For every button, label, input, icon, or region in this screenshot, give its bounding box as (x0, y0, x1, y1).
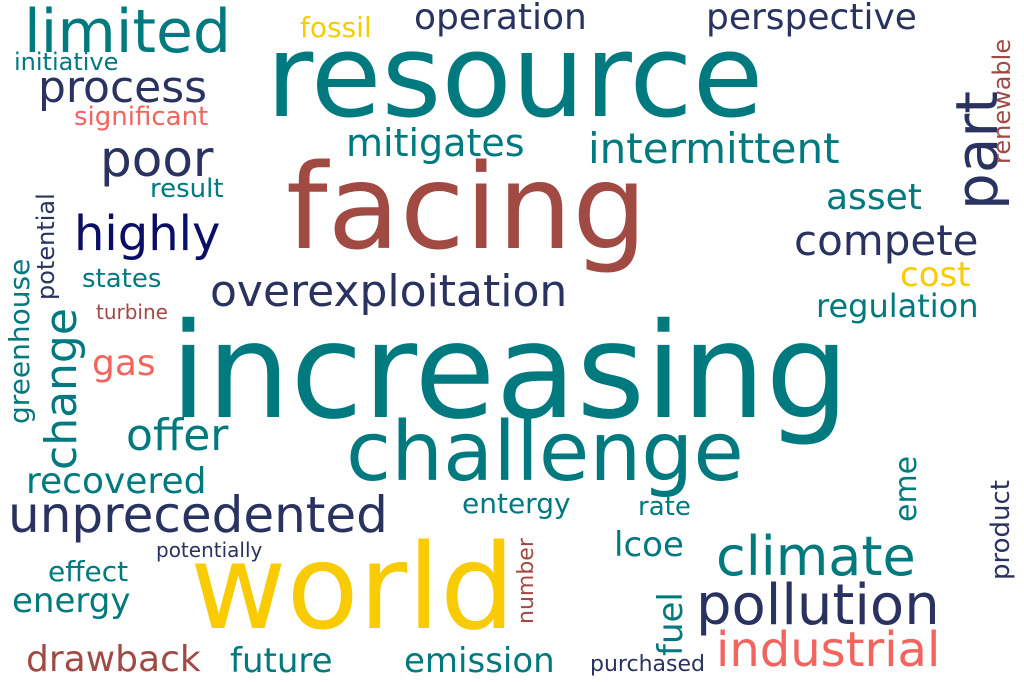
word-resource: resource (266, 10, 764, 144)
word-industrial: industrial (716, 622, 941, 678)
word-potential: potential (32, 193, 60, 300)
word-product: product (986, 479, 1016, 580)
word-initiative: initiative (14, 48, 119, 76)
word-offer: offer (126, 410, 229, 461)
word-overexploitation: overexploitation (210, 266, 568, 317)
word-eme: eme (889, 455, 924, 522)
word-lcoe: lcoe (614, 525, 684, 565)
word-cost: cost (900, 255, 971, 295)
word-facing: facing (286, 138, 648, 276)
word-rate: rate (638, 492, 691, 522)
word-asset: asset (826, 177, 922, 218)
word-pollution: pollution (696, 573, 940, 638)
word-compete: compete (794, 216, 979, 265)
word-fuel: fuel (651, 592, 691, 656)
word-states: states (82, 264, 162, 294)
word-purchased: purchased (590, 652, 705, 677)
word-regulation: regulation (816, 287, 979, 325)
word-emission: emission (404, 641, 555, 681)
word-drawback: drawback (26, 639, 201, 680)
word-highly: highly (74, 206, 221, 262)
word-energy: energy (12, 581, 131, 621)
word-process: process (38, 62, 208, 113)
word-significant: significant (74, 102, 209, 132)
word-limited: limited (24, 0, 231, 67)
word-unprecedented: unprecedented (8, 486, 388, 544)
word-fossil: fossil (300, 11, 372, 44)
word-future: future (230, 641, 333, 681)
word-change: change (36, 308, 87, 470)
word-perspective: perspective (706, 0, 917, 38)
word-greenhouse: greenhouse (3, 258, 36, 424)
word-challenge: challenge (346, 405, 744, 500)
word-renewable: renewable (988, 38, 1016, 164)
word-result: result (150, 174, 224, 204)
word-effect: effect (48, 555, 129, 588)
word-turbine: turbine (96, 300, 168, 324)
word-number: number (514, 538, 539, 624)
word-climate: climate (716, 525, 916, 588)
word-entergy: entergy (462, 487, 571, 520)
word-poor: poor (100, 130, 214, 188)
word-gas: gas (92, 343, 156, 384)
word-intermittent: intermittent (588, 124, 840, 173)
word-potentially: potentially (156, 538, 263, 562)
word-increasing: increasing (170, 295, 850, 449)
word-recovered: recovered (26, 461, 207, 502)
word-mitigates: mitigates (346, 121, 525, 165)
word-world: world (190, 518, 515, 656)
word-operation: operation (414, 0, 587, 38)
